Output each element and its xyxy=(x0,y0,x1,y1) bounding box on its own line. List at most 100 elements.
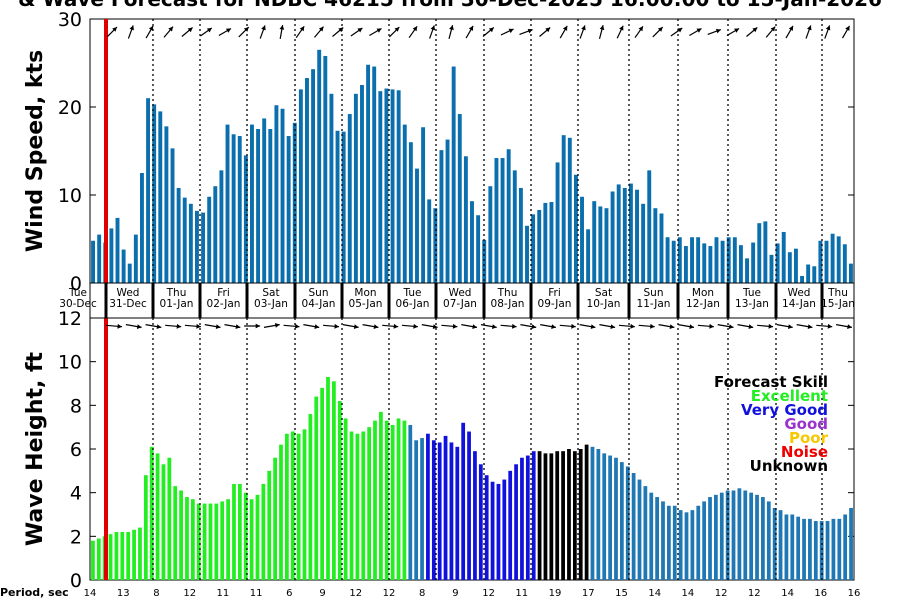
day-of-week-label: Thu xyxy=(827,287,848,299)
wind-bar xyxy=(781,231,786,283)
wind-bar xyxy=(702,243,707,283)
wind-bar xyxy=(317,49,322,283)
wind-arrow-head xyxy=(581,25,586,31)
wind-bar xyxy=(622,187,627,283)
wave-bar xyxy=(155,453,160,580)
period-tick-label: 12 xyxy=(715,588,728,599)
wave-arrow-head xyxy=(136,324,142,329)
wind-bar xyxy=(274,105,279,284)
wind-bar xyxy=(586,229,591,283)
wave-bar xyxy=(584,444,589,580)
wind-bar xyxy=(573,174,578,283)
wind-bar xyxy=(152,104,157,283)
wind-bar xyxy=(836,236,841,283)
date-label: 12-Jan xyxy=(686,298,720,310)
wind-y-tick-label: 20 xyxy=(58,97,82,119)
wind-bar xyxy=(127,263,132,283)
wind-bar xyxy=(323,55,328,284)
wind-bar xyxy=(738,245,743,283)
wave-bar xyxy=(690,510,695,580)
wave-arrow-head xyxy=(314,324,320,329)
period-tick-label: 11 xyxy=(217,588,230,599)
wind-bar xyxy=(353,93,358,283)
wind-bar xyxy=(280,108,285,283)
wind-arrow-head xyxy=(734,28,740,33)
wave-bar xyxy=(367,427,372,580)
wave-bar xyxy=(455,446,460,580)
wind-bar xyxy=(341,131,346,283)
wave-bar xyxy=(443,435,448,580)
wind-arrow-head xyxy=(148,25,154,31)
wind-bar xyxy=(567,137,572,283)
period-axis-label: Period, sec xyxy=(0,586,69,599)
wave-bar xyxy=(290,431,295,580)
wave-bar xyxy=(467,431,471,580)
day-of-week-label: Mon xyxy=(354,287,376,299)
wind-bar xyxy=(170,148,175,283)
wind-bar xyxy=(757,223,762,283)
day-of-week-label: Fri xyxy=(217,287,230,299)
wave-bar xyxy=(431,440,436,580)
wind-bar xyxy=(384,88,389,284)
wind-bar xyxy=(775,243,780,283)
wind-bar xyxy=(476,215,481,283)
wind-bar xyxy=(439,150,444,283)
wind-bar xyxy=(848,263,853,283)
date-label: 06-Jan xyxy=(396,298,430,310)
wave-bar xyxy=(138,527,142,580)
wave-bar xyxy=(737,488,742,580)
wind-bar xyxy=(207,196,212,283)
wave-bar xyxy=(343,418,348,580)
wave-y-tick-label: 0 xyxy=(70,570,82,592)
wave-bar xyxy=(237,483,242,580)
wave-arrow-head xyxy=(630,323,635,329)
wind-bar xyxy=(793,248,798,283)
wave-bar xyxy=(167,457,172,580)
wave-bar xyxy=(261,483,266,580)
wave-bar xyxy=(643,486,648,580)
wave-bar xyxy=(761,497,765,580)
wind-bar xyxy=(396,90,401,283)
wind-arrow-head xyxy=(657,27,663,32)
wave-bar xyxy=(408,424,413,580)
wind-bar xyxy=(225,124,230,283)
wave-bar xyxy=(602,453,607,580)
wave-bar xyxy=(285,433,289,580)
wave-bar xyxy=(543,453,548,580)
wave-bar xyxy=(308,414,313,580)
wind-arrow-head xyxy=(129,25,134,31)
wave-arrow-head xyxy=(571,323,576,329)
wind-bar xyxy=(335,130,340,283)
wind-bar xyxy=(598,206,603,283)
wind-arrow-head xyxy=(206,28,212,33)
wave-bar xyxy=(825,521,830,580)
wave-bar xyxy=(396,418,401,580)
wave-arrow-head xyxy=(650,323,655,329)
wind-bar xyxy=(237,136,242,283)
wind-y-tick-label: 10 xyxy=(58,185,82,207)
wind-bar xyxy=(390,89,395,284)
wave-bar xyxy=(702,501,707,580)
wind-bar xyxy=(714,237,719,283)
period-tick-label: 16 xyxy=(814,588,827,599)
period-tick-label: 14 xyxy=(84,588,97,599)
date-label: 15-Jan xyxy=(821,298,855,310)
wind-bar xyxy=(690,237,694,283)
period-tick-label: 6 xyxy=(286,588,292,599)
wind-bar xyxy=(457,114,462,283)
wave-bar xyxy=(114,531,119,580)
wind-arrow-head xyxy=(338,27,344,33)
wind-bar xyxy=(683,246,688,283)
wind-arrow-head xyxy=(168,26,173,32)
wind-bar xyxy=(121,249,126,283)
wave-arrow-head xyxy=(689,324,694,329)
wave-arrow-head xyxy=(847,324,852,329)
wave-bar xyxy=(161,464,166,580)
wave-bar xyxy=(525,455,530,580)
wind-bar xyxy=(641,203,646,283)
wave-arrow-head xyxy=(512,323,517,329)
wave-bar xyxy=(478,464,483,580)
wave-bar xyxy=(220,501,225,580)
wind-arrow-head xyxy=(449,25,454,31)
